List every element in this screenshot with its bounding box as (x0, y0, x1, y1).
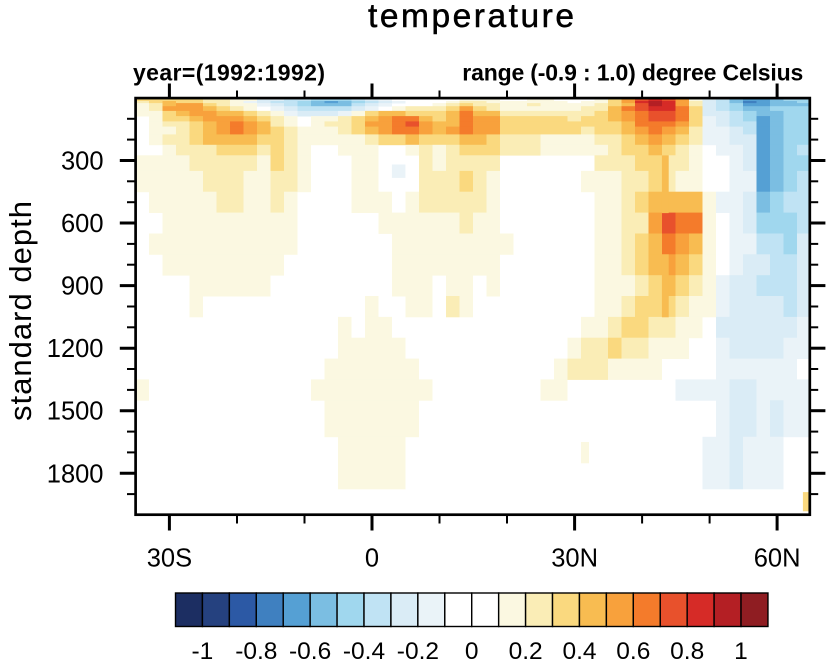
svg-text:temperature: temperature (368, 0, 574, 35)
svg-text:1800: 1800 (47, 460, 104, 488)
svg-text:1: 1 (734, 638, 748, 663)
svg-text:0.6: 0.6 (616, 638, 650, 663)
svg-text:range (-0.9 : 1.0) degree Cels: range (-0.9 : 1.0) degree Celsius (462, 60, 803, 86)
svg-text:-1: -1 (192, 638, 214, 663)
svg-text:standard depth: standard depth (3, 201, 38, 421)
svg-text:0: 0 (365, 545, 379, 573)
svg-text:-0.6: -0.6 (289, 638, 331, 663)
svg-text:1500: 1500 (47, 398, 104, 426)
svg-text:year=(1992:1992): year=(1992:1992) (133, 60, 325, 86)
svg-text:30N: 30N (551, 545, 598, 573)
svg-text:1200: 1200 (47, 335, 104, 363)
svg-text:600: 600 (61, 210, 104, 238)
svg-text:0: 0 (465, 638, 479, 663)
svg-text:300: 300 (61, 147, 104, 175)
svg-text:30S: 30S (147, 545, 192, 573)
svg-text:-0.4: -0.4 (343, 638, 385, 663)
svg-text:-0.2: -0.2 (397, 638, 439, 663)
svg-text:60N: 60N (754, 545, 801, 573)
svg-text:0.8: 0.8 (670, 638, 704, 663)
svg-text:-0.8: -0.8 (235, 638, 277, 663)
svg-text:900: 900 (61, 273, 104, 301)
svg-text:0.2: 0.2 (509, 638, 543, 663)
svg-text:0.4: 0.4 (562, 638, 596, 663)
